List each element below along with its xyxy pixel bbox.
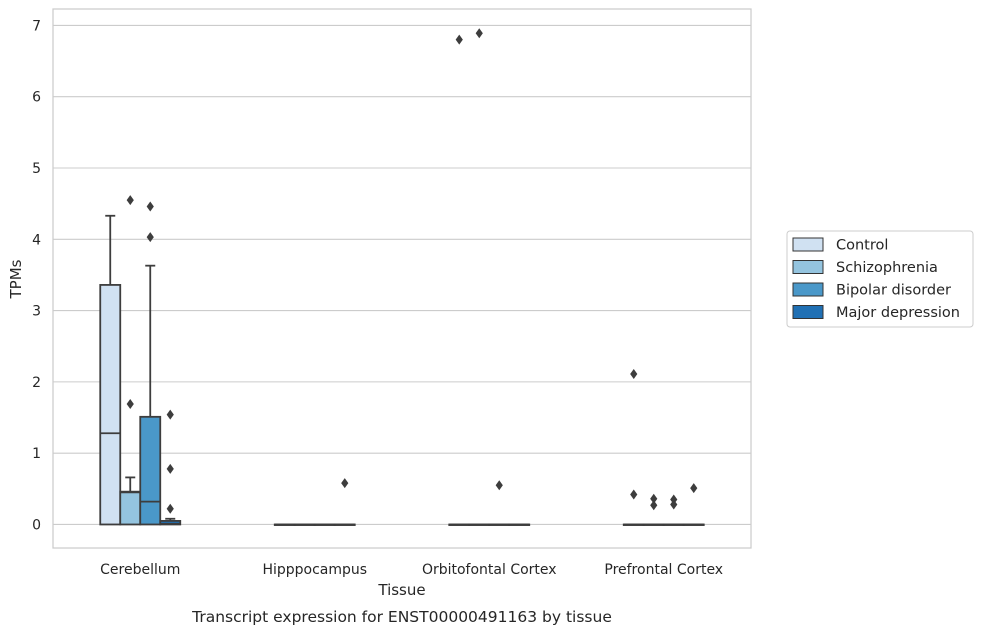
box-3-0 [622, 369, 645, 526]
box-2-2 [488, 480, 511, 526]
outlier-point [455, 34, 463, 45]
y-tick-label: 1 [32, 446, 41, 462]
y-tick-label: 2 [32, 375, 41, 391]
outlier-point [146, 201, 154, 212]
legend-swatch [792, 282, 824, 297]
box-1-3 [333, 478, 356, 526]
plot-frame [52, 8, 752, 549]
box-3-2 [662, 494, 685, 526]
x-tick-label: Prefrontal Cortex [604, 562, 723, 578]
box-body [99, 284, 122, 526]
legend-item-label: Bipolar disorder [836, 283, 951, 299]
outlier-point [495, 480, 503, 491]
y-tick-labels: 0 1 2 3 4 5 6 7 [32, 18, 41, 533]
box-0-2 [139, 201, 162, 526]
outlier-point [166, 409, 174, 420]
y-tick-label: 4 [32, 232, 41, 248]
legend-item-label: Schizophrenia [836, 260, 938, 276]
y-tick-label: 6 [32, 90, 41, 106]
box-3-1 [642, 493, 665, 526]
box-body [139, 415, 162, 526]
box-2-3 [508, 523, 531, 526]
x-tick-label: Hipppocampus [262, 562, 367, 578]
outlier-point [630, 489, 638, 500]
box-1-0 [273, 523, 296, 526]
box-groups [99, 28, 705, 526]
box-1-2 [313, 523, 336, 526]
outlier-point [630, 369, 638, 380]
outlier-point [126, 195, 134, 206]
box-0-0 [99, 214, 122, 526]
chart-caption: Transcript expression for ENST0000049116… [191, 608, 612, 626]
x-tick-label: Cerebellum [100, 562, 180, 578]
outlier-point [341, 478, 349, 489]
outlier-point [650, 500, 658, 511]
legend-item-label: Major depression [836, 305, 960, 321]
y-tick-label: 7 [32, 18, 41, 34]
outlier-point [166, 463, 174, 474]
legend-item-label: Control [836, 238, 888, 254]
box-2-0 [448, 34, 471, 526]
gridlines [53, 24, 751, 526]
outlier-point [670, 499, 678, 510]
x-axis-label: Tissue [377, 581, 425, 599]
legend-swatch [792, 237, 824, 252]
outlier-point [475, 28, 483, 39]
x-tick-labels: Cerebellum Hipppocampus Orbitofontal Corte… [100, 562, 723, 578]
y-tick-label: 5 [32, 161, 41, 177]
legend: Control Schizophrenia Bipolar disorder Majo… [786, 230, 974, 328]
x-tick-label: Orbitofontal Cortex [422, 562, 557, 578]
box-2-1 [468, 28, 491, 526]
y-axis-label: TPMs [7, 259, 25, 299]
outlier-point [146, 232, 154, 243]
legend-frame [786, 230, 974, 328]
box-1-1 [293, 523, 316, 526]
box-3-3 [682, 483, 705, 526]
y-tick-label: 0 [32, 517, 41, 533]
legend-swatch [792, 260, 824, 274]
legend-swatch [792, 305, 824, 319]
box-body [119, 490, 142, 526]
box-0-1 [119, 195, 142, 526]
outlier-point [166, 503, 174, 514]
outlier-point [126, 398, 134, 409]
box-0-3 [159, 409, 182, 526]
outlier-point [690, 483, 698, 494]
y-tick-label: 3 [32, 304, 41, 320]
outlier-point [650, 493, 658, 504]
